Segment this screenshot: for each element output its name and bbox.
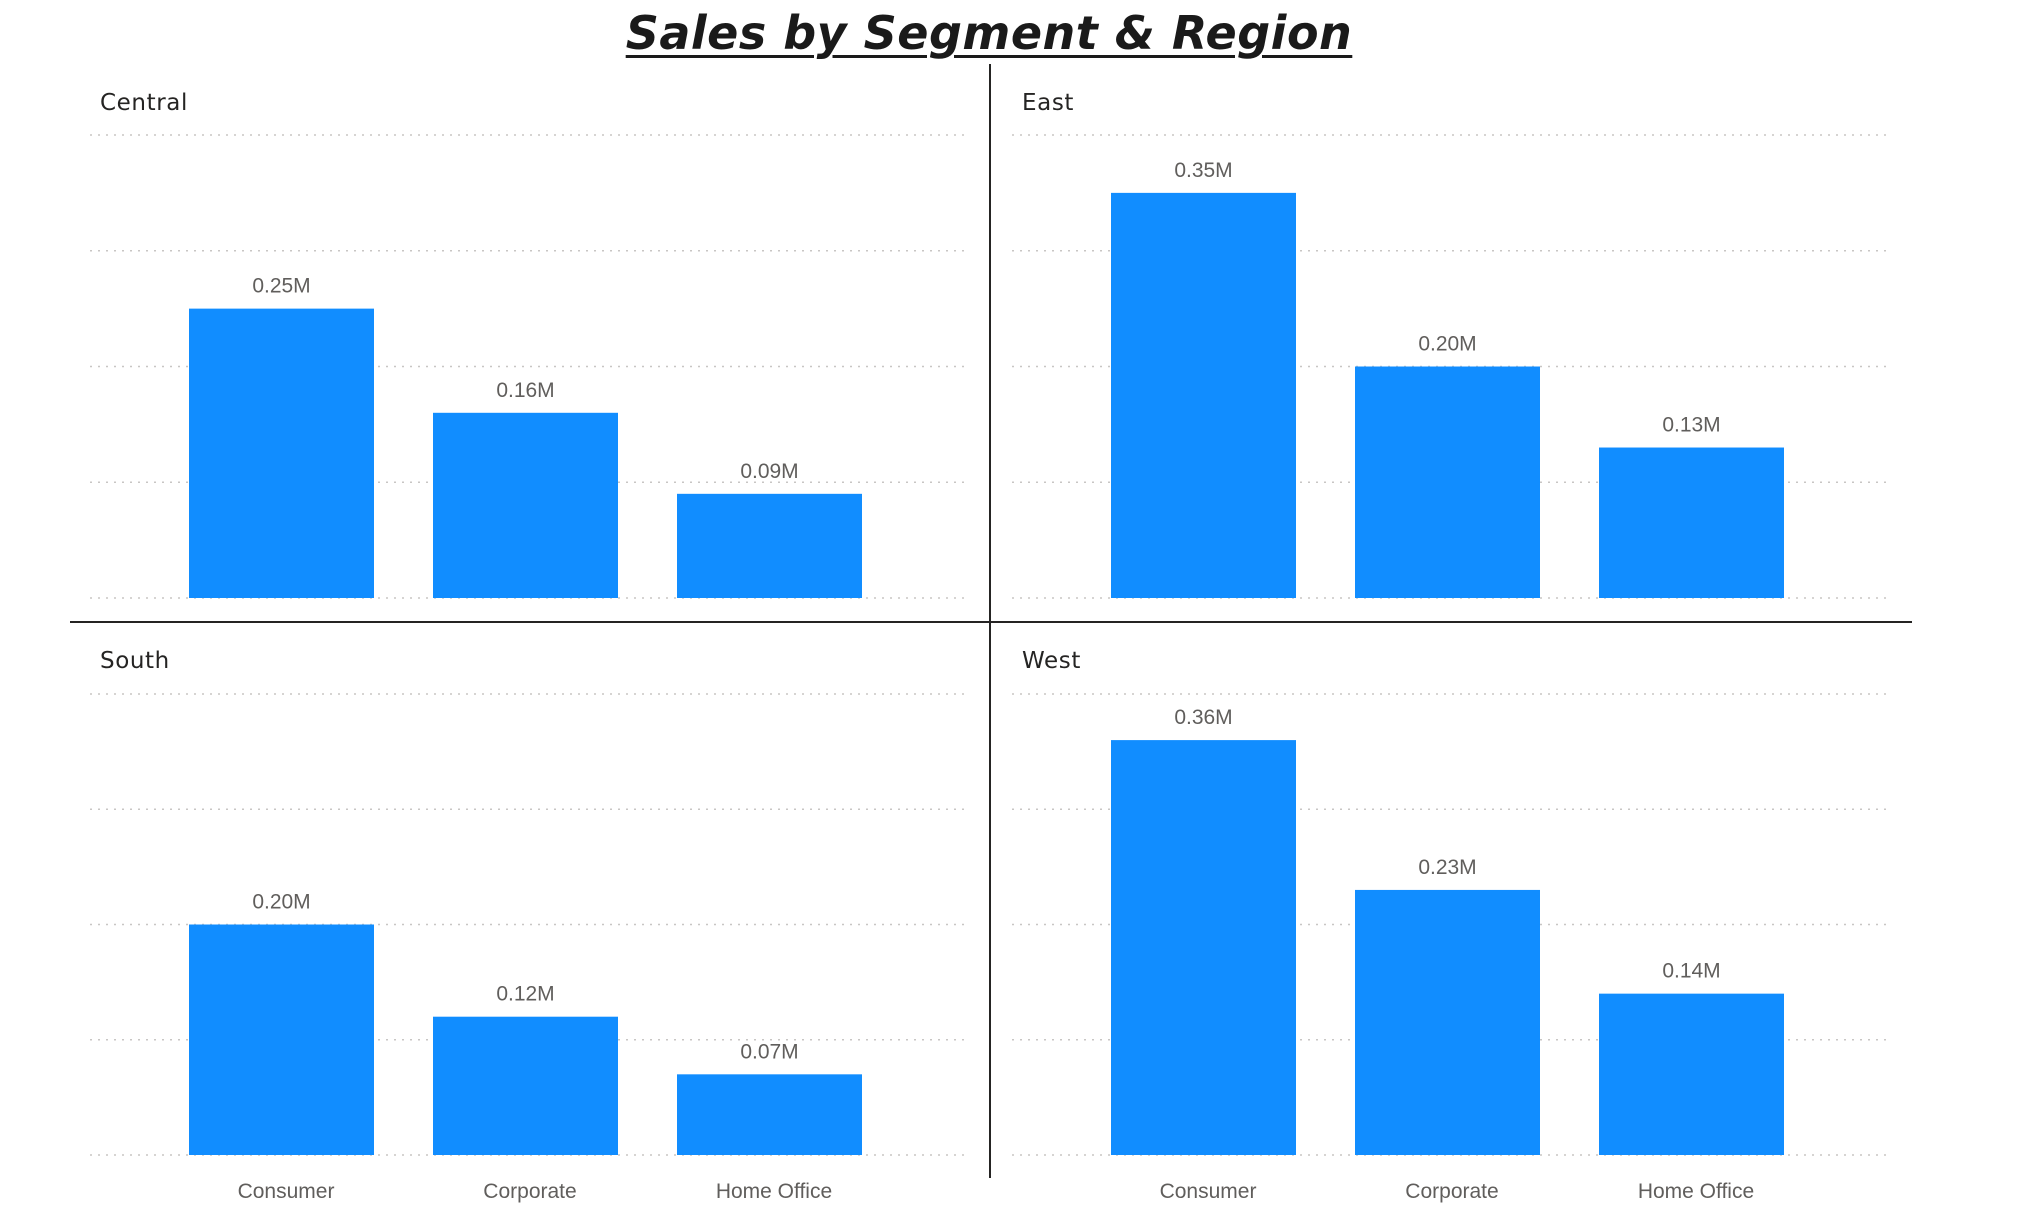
bar-corporate[interactable] bbox=[433, 412, 618, 598]
panel-west: West 0.36M 0.23M 0.14M Consumer Corporate Home… bbox=[1012, 648, 1887, 1203]
x-tick-label: Corporate bbox=[1405, 1180, 1498, 1203]
data-label: 0.25M bbox=[252, 275, 310, 298]
bar-consumer[interactable] bbox=[1111, 740, 1296, 1155]
panel-title: East bbox=[1022, 90, 1074, 116]
data-label: 0.36M bbox=[1174, 706, 1232, 729]
bar-consumer[interactable] bbox=[189, 308, 374, 598]
bar-home-office[interactable] bbox=[677, 493, 862, 598]
bar-corporate[interactable] bbox=[1355, 889, 1540, 1155]
panel-south: South 0.20M 0.12M 0.07M Consumer Corporate Hom… bbox=[90, 648, 965, 1203]
panel-dividers bbox=[70, 64, 1912, 1178]
bar-consumer[interactable] bbox=[1111, 192, 1296, 598]
bar-consumer[interactable] bbox=[189, 924, 374, 1156]
data-label: 0.09M bbox=[740, 460, 798, 483]
panel-title: West bbox=[1022, 648, 1081, 674]
chart-panels: Central 0.25M 0.16M 0.09M East 0.35M 0.20M 0.13… bbox=[90, 90, 1887, 1203]
panel-central: Central 0.25M 0.16M 0.09M bbox=[90, 90, 965, 599]
bar-home-office[interactable] bbox=[677, 1074, 862, 1155]
bar-home-office[interactable] bbox=[1599, 447, 1784, 598]
bar-home-office[interactable] bbox=[1599, 993, 1784, 1155]
data-label: 0.13M bbox=[1662, 414, 1720, 437]
x-tick-label: Home Office bbox=[716, 1180, 832, 1203]
data-label: 0.23M bbox=[1418, 856, 1476, 879]
bar-corporate[interactable] bbox=[433, 1016, 618, 1155]
report-title: Sales by Segment & Region bbox=[625, 6, 1353, 60]
data-label: 0.12M bbox=[496, 983, 554, 1006]
x-tick-label: Consumer bbox=[1160, 1180, 1257, 1203]
bar-corporate[interactable] bbox=[1355, 366, 1540, 599]
data-label: 0.35M bbox=[1174, 159, 1232, 182]
x-tick-label: Consumer bbox=[238, 1180, 335, 1203]
x-tick-label: Home Office bbox=[1638, 1180, 1754, 1203]
data-label: 0.20M bbox=[1418, 333, 1476, 356]
data-label: 0.07M bbox=[740, 1040, 798, 1063]
data-label: 0.14M bbox=[1662, 960, 1720, 983]
data-label: 0.20M bbox=[252, 891, 310, 914]
panel-title: Central bbox=[100, 90, 188, 116]
data-label: 0.16M bbox=[496, 379, 554, 402]
panel-title: South bbox=[100, 648, 170, 674]
x-tick-label: Corporate bbox=[483, 1180, 576, 1203]
panel-east: East 0.35M 0.20M 0.13M bbox=[1012, 90, 1887, 599]
